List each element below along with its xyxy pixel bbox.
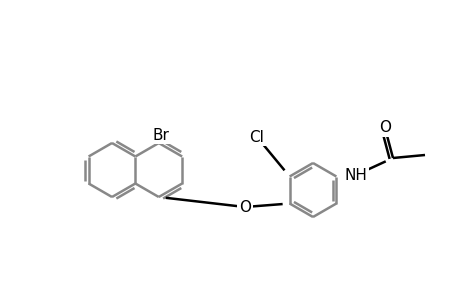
- Text: Cl: Cl: [249, 130, 264, 145]
- Text: O: O: [239, 200, 251, 214]
- Text: Br: Br: [152, 128, 169, 142]
- Text: NH: NH: [344, 167, 367, 182]
- Text: O: O: [378, 121, 390, 136]
